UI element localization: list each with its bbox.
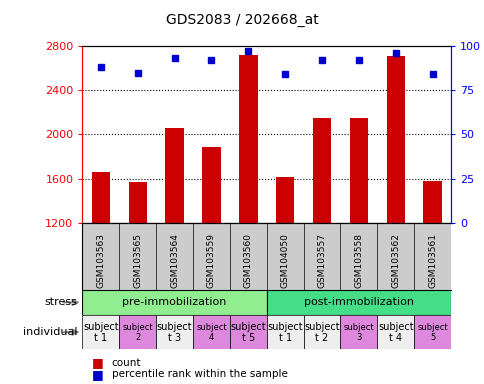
Bar	[165, 128, 183, 223]
Bar	[82, 290, 266, 315]
Bar	[349, 118, 367, 223]
Text: subject
t 5: subject t 5	[230, 322, 266, 343]
Text: GSM103564: GSM103564	[170, 233, 179, 288]
Text: subject
t 4: subject t 4	[377, 322, 413, 343]
Text: subject
5: subject 5	[416, 323, 447, 341]
Bar	[377, 315, 413, 349]
Bar	[193, 315, 229, 349]
Text: pre-immobilization: pre-immobilization	[122, 297, 227, 308]
Text: GSM103558: GSM103558	[354, 233, 363, 288]
Text: stress: stress	[45, 297, 77, 308]
Bar	[156, 315, 193, 349]
Bar	[312, 118, 331, 223]
Text: count: count	[111, 358, 141, 368]
Bar	[275, 177, 294, 223]
Text: subject
3: subject 3	[343, 323, 374, 341]
Text: subject
t 2: subject t 2	[303, 322, 339, 343]
Text: subject
t 1: subject t 1	[267, 322, 302, 343]
Text: subject
2: subject 2	[122, 323, 153, 341]
Text: individual: individual	[23, 327, 77, 337]
Bar	[128, 182, 147, 223]
Text: ■: ■	[92, 368, 104, 381]
Bar	[303, 315, 340, 349]
Bar	[91, 172, 110, 223]
Text: percentile rank within the sample: percentile rank within the sample	[111, 369, 287, 379]
Text: GDS2083 / 202668_at: GDS2083 / 202668_at	[166, 13, 318, 27]
Bar	[119, 315, 156, 349]
Text: subject
t 3: subject t 3	[156, 322, 192, 343]
Bar	[386, 56, 404, 223]
Bar	[413, 315, 450, 349]
Text: subject
t 1: subject t 1	[83, 322, 119, 343]
Text: GSM104050: GSM104050	[280, 233, 289, 288]
Text: subject
4: subject 4	[196, 323, 227, 341]
Bar	[82, 315, 119, 349]
Text: GSM103562: GSM103562	[391, 233, 399, 288]
Text: GSM103560: GSM103560	[243, 233, 252, 288]
Text: ■: ■	[92, 356, 104, 369]
Text: GSM103557: GSM103557	[317, 233, 326, 288]
Bar	[266, 290, 450, 315]
Text: post-immobilization: post-immobilization	[303, 297, 413, 308]
Text: GSM103559: GSM103559	[207, 233, 215, 288]
Text: GSM103563: GSM103563	[96, 233, 105, 288]
Text: GSM103565: GSM103565	[133, 233, 142, 288]
Bar	[202, 147, 220, 223]
Bar	[340, 315, 377, 349]
Bar	[266, 315, 303, 349]
Bar	[239, 55, 257, 223]
Bar	[423, 181, 441, 223]
Bar	[229, 315, 266, 349]
Text: GSM103561: GSM103561	[427, 233, 436, 288]
